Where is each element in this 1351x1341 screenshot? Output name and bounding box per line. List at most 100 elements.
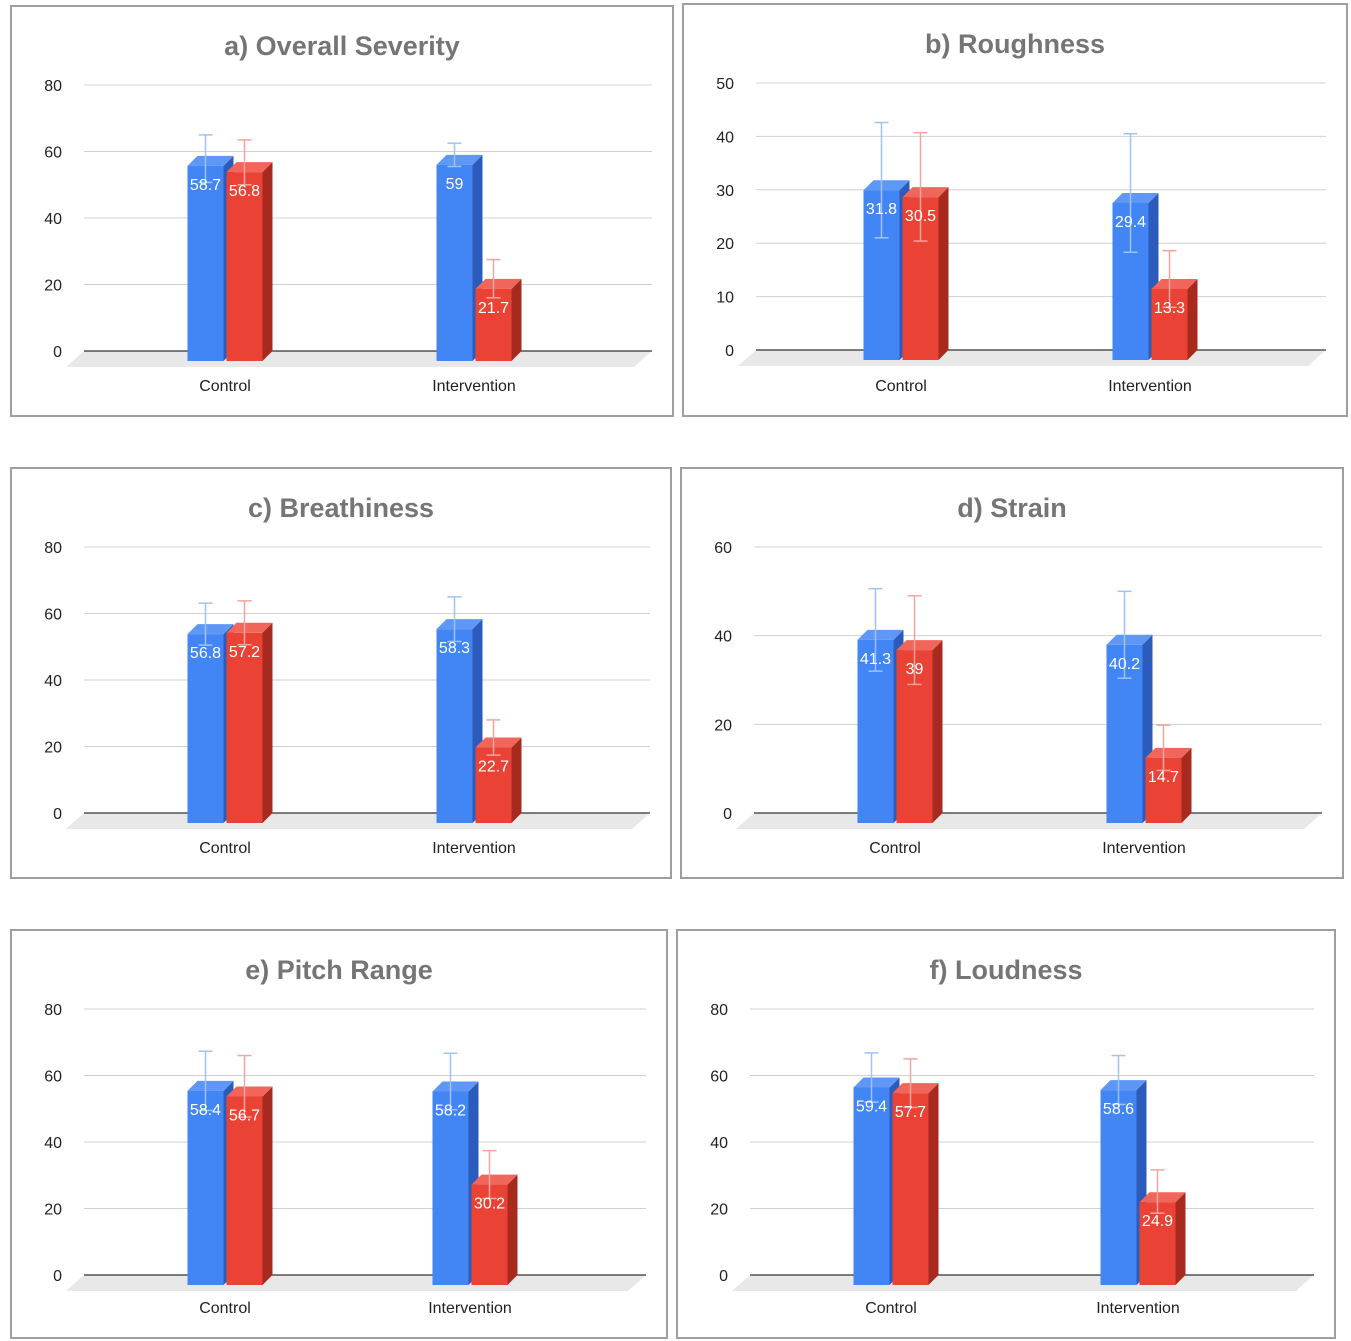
bar-top <box>853 1077 900 1088</box>
bar <box>432 1091 469 1285</box>
bar-chart-overall-severity: 0 20 40 60 80 Control Intervention 58.7 59 56.8 21… <box>44 78 652 395</box>
x-category-label: Intervention <box>1096 1300 1180 1317</box>
y-tick-label: 0 <box>723 806 732 823</box>
chart-panel-roughness: b) Roughness 0 10 20 30 40 50 Control Intervent… <box>682 3 1348 417</box>
bar-top <box>892 1083 939 1094</box>
bar-side <box>932 640 943 823</box>
bar-chart-roughness: 0 10 20 30 40 50 Control Intervention 31.8 29.4 30… <box>716 76 1326 395</box>
data-label: 41.3 <box>860 651 891 668</box>
data-label: 58.4 <box>190 1102 221 1119</box>
bar-top <box>902 187 949 198</box>
bar-top <box>187 155 234 166</box>
data-label: 40.2 <box>1109 656 1140 673</box>
y-tick-label: 60 <box>714 540 732 557</box>
y-tick-label: 20 <box>710 1202 728 1219</box>
y-tick-label: 0 <box>53 806 62 823</box>
bar-top <box>226 1086 273 1097</box>
bar <box>436 629 473 823</box>
y-tick-label: 0 <box>719 1268 728 1285</box>
bar-top <box>187 624 234 635</box>
data-label: 56.7 <box>229 1107 260 1124</box>
data-label: 57.7 <box>895 1104 926 1121</box>
data-label: 30.2 <box>474 1196 505 1213</box>
data-label: 30.5 <box>905 208 936 225</box>
bar <box>1139 1202 1176 1285</box>
bar-top <box>863 180 910 191</box>
bar-side <box>1187 278 1198 360</box>
x-category-label: Intervention <box>1108 378 1192 395</box>
x-category-label: Intervention <box>1102 840 1186 857</box>
y-tick-label: 20 <box>714 717 732 734</box>
bar-chart-loudness: 0 20 40 60 80 Control Intervention 59.4 58.6 57.7… <box>710 1002 1314 1317</box>
chart-panel-strain: d) Strain 0 20 40 60 Control Intervention 41.3… <box>680 467 1344 879</box>
bar-top <box>896 640 943 651</box>
data-label: 59 <box>446 176 464 193</box>
bar-top <box>187 1080 234 1091</box>
x-category-label: Control <box>199 840 251 857</box>
bar <box>226 632 263 823</box>
x-category-label: Control <box>875 378 927 395</box>
data-label: 58.2 <box>435 1102 466 1119</box>
data-label: 58.6 <box>1103 1101 1134 1118</box>
y-tick-label: 20 <box>44 1202 62 1219</box>
bar-side <box>511 737 522 823</box>
bar-side <box>938 187 949 360</box>
chart-floor <box>66 813 650 829</box>
x-category-label: Control <box>199 1300 251 1317</box>
y-tick-label: 60 <box>44 1069 62 1086</box>
y-tick-label: 40 <box>716 129 734 146</box>
bar-side <box>262 162 273 361</box>
data-label: 56.8 <box>190 645 221 662</box>
chart-panel-pitch-range: e) Pitch Range 0 20 40 60 80 Control Intervent… <box>10 929 668 1339</box>
bar-top <box>475 278 522 289</box>
chart-title: a) Overall Severity <box>224 31 460 61</box>
bar-side <box>511 278 522 361</box>
y-tick-label: 20 <box>716 236 734 253</box>
bar <box>471 1184 508 1285</box>
y-tick-label: 40 <box>714 629 732 646</box>
bar-side <box>262 622 273 823</box>
chart-panel-overall-severity: a) Overall Severity 0 20 40 60 80 Control Inte… <box>10 5 674 417</box>
x-category-label: Control <box>869 840 921 857</box>
bar-side <box>1181 747 1192 823</box>
data-label: 57.2 <box>229 644 260 661</box>
bar-top <box>226 162 273 173</box>
bar-top <box>1145 747 1192 758</box>
chart-title: d) Strain <box>957 493 1067 523</box>
y-tick-label: 50 <box>716 76 734 93</box>
data-label: 58.3 <box>439 640 470 657</box>
bar-side <box>262 1086 273 1285</box>
y-tick-label: 40 <box>44 673 62 690</box>
chart-floor <box>66 1275 646 1291</box>
y-tick-label: 80 <box>44 540 62 557</box>
data-label: 14.7 <box>1148 769 1179 786</box>
data-label: 56.8 <box>229 183 260 200</box>
bar <box>475 747 512 823</box>
bar-side <box>928 1083 939 1285</box>
bar-top <box>1151 278 1198 289</box>
y-tick-label: 40 <box>710 1135 728 1152</box>
y-tick-label: 80 <box>44 78 62 95</box>
bar <box>187 634 224 823</box>
y-tick-label: 0 <box>53 344 62 361</box>
chart-title: f) Loudness <box>929 955 1083 985</box>
bar-top <box>471 1174 518 1185</box>
bar <box>226 1096 263 1285</box>
bar <box>226 172 263 361</box>
data-label: 21.7 <box>478 300 509 317</box>
chart-floor <box>736 813 1322 829</box>
bar-chart-strain: 0 20 40 60 Control Intervention 41.3 40.2 39 14.7 <box>714 540 1322 857</box>
data-label: 22.7 <box>478 759 509 776</box>
bar-top <box>436 619 483 630</box>
y-tick-label: 40 <box>44 211 62 228</box>
data-label: 24.9 <box>1142 1213 1173 1230</box>
x-category-label: Control <box>865 1300 917 1317</box>
chart-title: b) Roughness <box>925 29 1105 59</box>
y-tick-label: 0 <box>725 343 734 360</box>
bar-top <box>1100 1080 1147 1091</box>
bar <box>187 165 224 361</box>
y-tick-label: 80 <box>710 1002 728 1019</box>
chart-panel-loudness: f) Loudness 0 20 40 60 80 Control Intervention… <box>676 929 1336 1339</box>
bar-chart-breathiness: 0 20 40 60 80 Control Intervention 56.8 58.3 57.2… <box>44 540 650 857</box>
bar <box>187 1090 224 1285</box>
